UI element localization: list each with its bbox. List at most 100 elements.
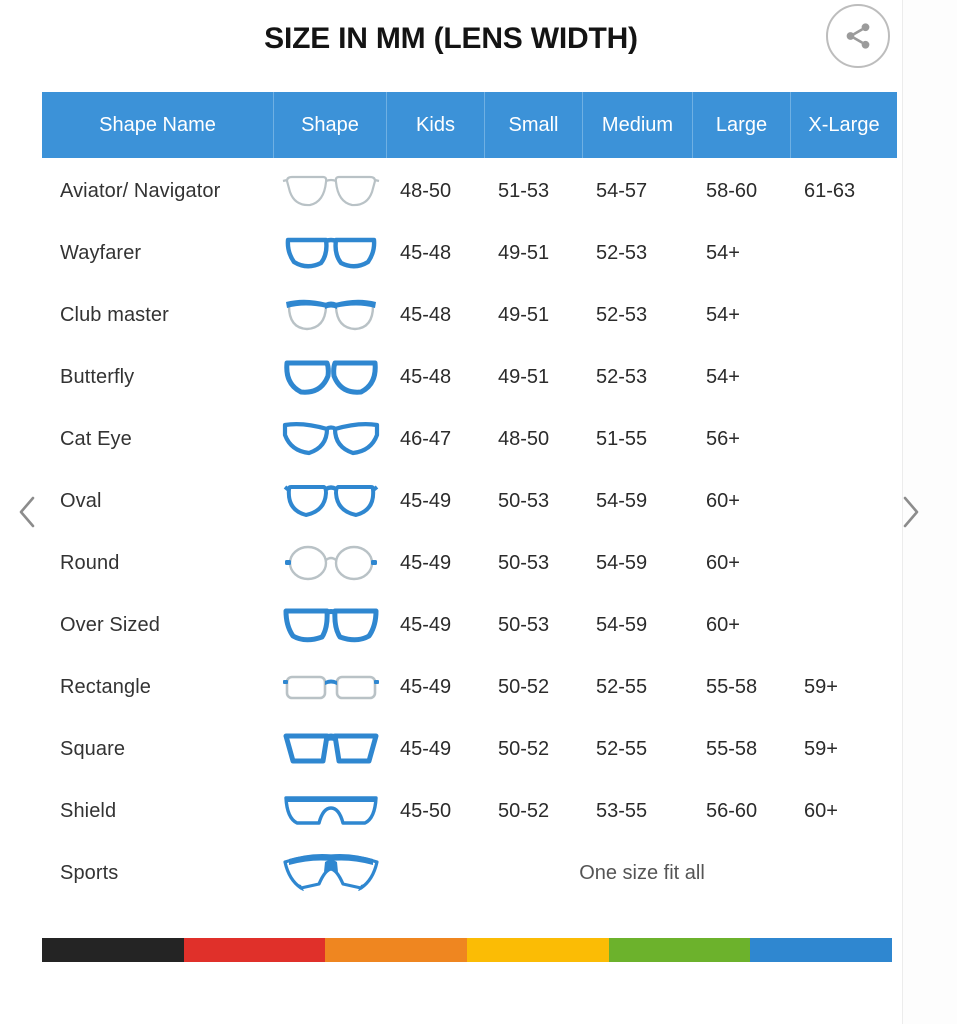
cell-shape-name: Aviator/ Navigator [60, 179, 221, 202]
cell-xlarge: 60+ [804, 799, 838, 822]
cell-xlarge [791, 284, 897, 346]
cell-xlarge: 59+ [804, 737, 838, 760]
cell-shape-name: Butterfly [60, 365, 135, 388]
glasses-aviator-icon [274, 160, 387, 222]
size-chart-table: Shape Name Shape Kids Small Medium Large… [42, 92, 897, 904]
cell-medium: 52-53 [596, 241, 648, 264]
glasses-butterfly-icon [274, 346, 387, 408]
cell-kids: 45-48 [400, 365, 452, 388]
table-row: Oval 45-49 50-53 54-59 60+ [42, 470, 897, 532]
cell-shape-name: Square [60, 737, 126, 760]
table-row: Sports One size fit all [42, 842, 897, 904]
cell-shape-name: Rectangle [60, 675, 151, 698]
cell-shape-name: Oval [60, 489, 102, 512]
cell-large: 60+ [706, 489, 740, 512]
cell-kids: 46-47 [400, 427, 452, 450]
color-bar-segment-2 [183, 938, 326, 962]
glasses-round-icon [274, 532, 387, 594]
cell-xlarge [791, 532, 897, 594]
glasses-clubmaster-icon [274, 284, 387, 346]
glasses-cateye-icon [274, 408, 387, 470]
cell-shape-name: Sports [60, 861, 119, 884]
column-header-large: Large [693, 92, 791, 158]
cell-kids: 45-49 [400, 613, 452, 636]
cell-medium: 51-55 [596, 427, 648, 450]
cell-medium: 52-55 [596, 737, 648, 760]
table-row: Square 45-49 50-52 52-55 55-58 59+ [42, 718, 897, 780]
card-right-gutter [902, 0, 957, 1024]
cell-large: 58-60 [706, 179, 758, 202]
chevron-right-icon[interactable] [888, 480, 932, 544]
cell-large: 56+ [706, 427, 740, 450]
table-row: Butterfly 45-48 49-51 52-53 54+ [42, 346, 897, 408]
color-bar-segment-1 [42, 938, 184, 962]
cell-small: 50-53 [498, 489, 550, 512]
color-bar-segment-5 [608, 938, 751, 962]
cell-large: 54+ [706, 241, 740, 264]
cell-large: 60+ [706, 613, 740, 636]
glasses-oval-icon [274, 470, 387, 532]
cell-xlarge: 59+ [804, 675, 838, 698]
column-header-x-large: X-Large [808, 113, 880, 136]
cell-xlarge: 61-63 [804, 179, 856, 202]
table-row: Aviator/ Navigator 48-50 51-53 54-57 58-60 61… [42, 160, 897, 222]
cell-shape-name: Club master [60, 303, 169, 326]
glasses-wayfarer-icon [274, 222, 387, 284]
cell-small: 51-53 [498, 179, 550, 202]
cell-kids: 45-49 [400, 675, 452, 698]
share-icon[interactable] [826, 4, 890, 68]
cell-xlarge [791, 594, 897, 656]
cell-medium: 52-53 [596, 303, 648, 326]
cell-xlarge [791, 222, 897, 284]
cell-kids: 45-49 [400, 551, 452, 574]
color-bar-segment-3 [325, 938, 468, 962]
table-header-row: Shape Name Shape Kids Small Medium Large… [42, 92, 897, 160]
cell-large: 56-60 [706, 799, 758, 822]
cell-small: 49-51 [498, 365, 550, 388]
cell-large: 54+ [706, 303, 740, 326]
cell-small: 50-52 [498, 675, 550, 698]
cell-small: 48-50 [498, 427, 550, 450]
column-header-small: Small [485, 92, 583, 158]
cell-kids: 45-49 [400, 737, 452, 760]
glasses-rectangle-icon [274, 656, 387, 718]
cell-kids: 45-49 [400, 489, 452, 512]
cell-one-size-note: One size fit all [579, 861, 705, 884]
table-row: Cat Eye 46-47 48-50 51-55 56+ [42, 408, 897, 470]
color-bar-segment-6 [750, 938, 892, 962]
title-bar: SIZE IN MM (LENS WIDTH) [0, 0, 902, 92]
cell-medium: 54-57 [596, 179, 648, 202]
table-row: Shield 45-50 50-52 53-55 56-60 60+ [42, 780, 897, 842]
table-row: Club master 45-48 49-51 52-53 54+ [42, 284, 897, 346]
column-header-medium: Medium [583, 92, 693, 158]
cell-shape-name: Shield [60, 799, 117, 822]
cell-small: 50-53 [498, 613, 550, 636]
glasses-square-icon [274, 718, 387, 780]
cell-shape-name: Round [60, 551, 120, 574]
cell-medium: 53-55 [596, 799, 648, 822]
cell-large: 55-58 [706, 675, 758, 698]
cell-small: 50-52 [498, 737, 550, 760]
cell-large: 55-58 [706, 737, 758, 760]
cell-xlarge [791, 346, 897, 408]
table-body: Aviator/ Navigator 48-50 51-53 54-57 58-60 61… [42, 160, 897, 904]
color-bar-segment-4 [467, 938, 609, 962]
cell-medium: 52-53 [596, 365, 648, 388]
glasses-oversized-icon [274, 594, 387, 656]
column-header-shape-name: Shape Name [42, 92, 274, 158]
table-row: Wayfarer 45-48 49-51 52-53 54+ [42, 222, 897, 284]
cell-small: 49-51 [498, 303, 550, 326]
cell-medium: 54-59 [596, 551, 648, 574]
cell-medium: 52-55 [596, 675, 648, 698]
cell-small: 49-51 [498, 241, 550, 264]
chevron-left-icon[interactable] [6, 480, 50, 544]
cell-large: 60+ [706, 551, 740, 574]
cell-kids: 45-48 [400, 303, 452, 326]
glasses-shield-icon [274, 780, 387, 842]
glasses-sports-icon [274, 842, 387, 904]
page-title: SIZE IN MM (LENS WIDTH) [264, 22, 638, 55]
cell-xlarge [791, 470, 897, 532]
cell-medium: 54-59 [596, 489, 648, 512]
cell-shape-name: Wayfarer [60, 241, 142, 264]
cell-small: 50-53 [498, 551, 550, 574]
